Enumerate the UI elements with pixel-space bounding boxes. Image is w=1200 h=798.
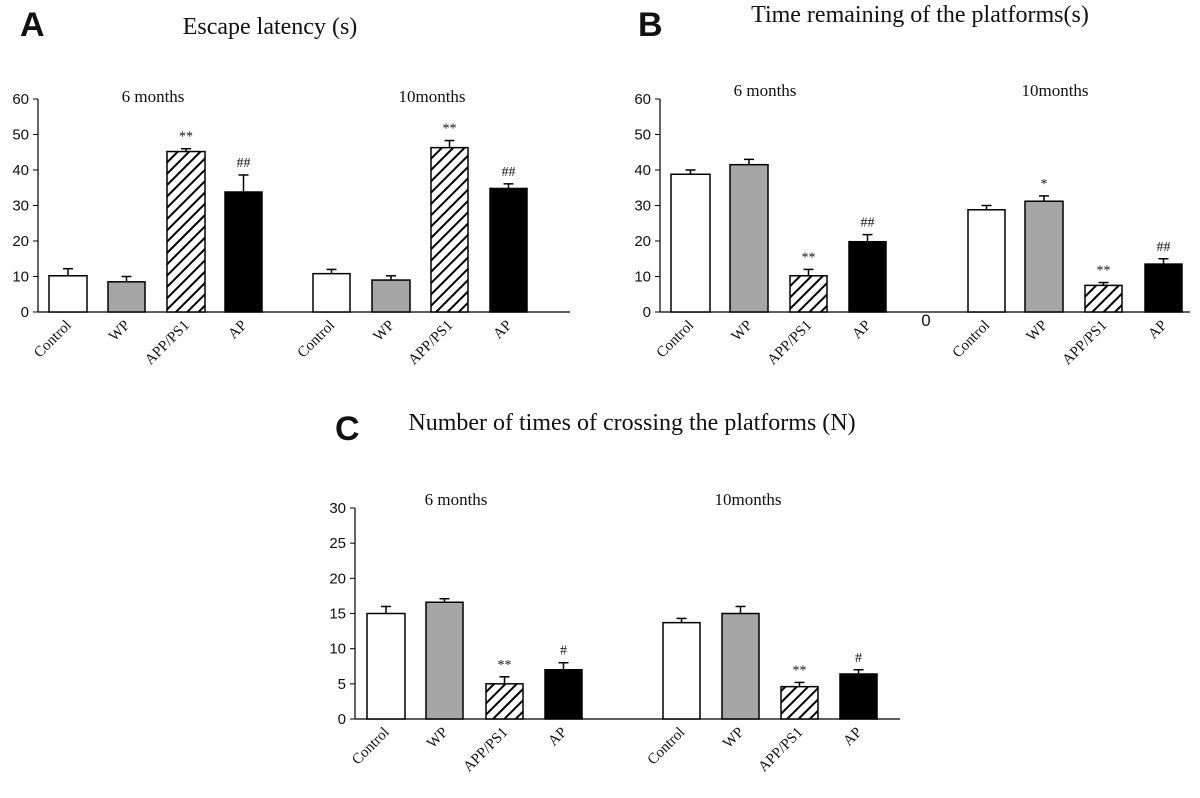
- panel-label: C: [335, 410, 360, 448]
- significance-label: **: [802, 250, 816, 265]
- y-tick-label: 60: [634, 91, 651, 108]
- x-tick-label: WP: [424, 725, 451, 752]
- bar-control: [670, 173, 711, 313]
- significance-label: ##: [861, 216, 875, 231]
- x-tick-label: AP: [849, 318, 874, 343]
- bar-app-ps1: [1084, 284, 1123, 313]
- gap-label: 0: [921, 311, 930, 330]
- bar-control: [967, 209, 1006, 313]
- y-tick-label: 50: [634, 127, 651, 144]
- bar-wp: [425, 601, 464, 720]
- bar-control: [312, 272, 351, 313]
- bar-control: [662, 621, 701, 720]
- significance-label: **: [793, 663, 807, 678]
- y-tick-label: 10: [12, 269, 29, 286]
- y-tick-label: 60: [12, 91, 29, 108]
- bar-app-ps1: [430, 146, 469, 313]
- group-label: 6 months: [122, 87, 185, 106]
- x-tick-label: WP: [1024, 318, 1051, 345]
- significance-label: ##: [1157, 240, 1171, 255]
- group-label: 6 months: [734, 81, 797, 100]
- y-tick-label: 20: [12, 233, 29, 250]
- y-tick-label: 15: [329, 606, 346, 623]
- x-tick-label: AP: [840, 725, 865, 750]
- x-tick-label: AP: [225, 318, 250, 343]
- significance-label: *: [1041, 177, 1048, 192]
- significance-label: ##: [237, 156, 251, 171]
- bar-app-ps1: [789, 275, 828, 313]
- panel-label: B: [638, 6, 663, 44]
- bar-wp: [371, 279, 411, 313]
- y-tick-label: 0: [643, 304, 651, 321]
- significance-label: **: [1097, 264, 1111, 279]
- bar-control: [48, 275, 88, 313]
- bar-app-ps1: [485, 683, 524, 720]
- y-tick-label: 25: [329, 535, 346, 552]
- significance-label: **: [443, 122, 457, 137]
- group-label: 10months: [1021, 81, 1088, 100]
- x-tick-label: AP: [545, 725, 570, 750]
- x-tick-label: Control: [295, 318, 339, 362]
- y-tick-label: 30: [12, 198, 29, 215]
- group-label: 6 months: [425, 490, 488, 509]
- x-tick-label: APP/PS1: [765, 318, 816, 369]
- x-tick-label: Control: [31, 318, 75, 362]
- x-tick-label: APP/PS1: [1060, 318, 1111, 369]
- bar-app-ps1: [780, 685, 819, 720]
- y-tick-label: 0: [338, 711, 346, 728]
- panel-b: B Time remaining of the platforms(s) 0 10 20…: [634, 2, 1190, 368]
- bar-wp: [721, 612, 760, 720]
- y-tick-label: 50: [12, 127, 29, 144]
- significance-label: #: [855, 651, 862, 666]
- bar-control: [366, 612, 406, 720]
- bar-wp: [1024, 200, 1064, 313]
- significance-label: ##: [502, 165, 516, 180]
- bar-ap: [224, 191, 263, 313]
- bar-ap: [544, 669, 583, 720]
- y-tick-label: 20: [634, 233, 651, 250]
- bar-app-ps1: [166, 150, 206, 313]
- y-tick-label: 30: [329, 500, 346, 517]
- y-tick-label: 0: [21, 304, 29, 321]
- panel-c: C Number of times of crossing the platfor…: [329, 410, 900, 775]
- x-tick-label: APP/PS1: [142, 318, 193, 369]
- panel-label: A: [20, 6, 45, 44]
- x-tick-label: Control: [654, 318, 698, 362]
- bar-ap: [1144, 263, 1183, 313]
- y-tick-label: 5: [338, 676, 346, 693]
- chart-title: Escape latency (s): [183, 14, 358, 40]
- x-tick-label: AP: [490, 318, 515, 343]
- chart-title: Time remaining of the platforms(s): [751, 2, 1089, 28]
- y-tick-label: 20: [329, 570, 346, 587]
- significance-label: **: [179, 130, 193, 145]
- panel-a: A Escape latency (s) 0 10 20 30 40 50 60 6 months…: [12, 6, 570, 368]
- x-tick-label: WP: [720, 725, 747, 752]
- x-tick-label: AP: [1145, 318, 1170, 343]
- x-tick-label: Control: [950, 318, 994, 362]
- y-tick-label: 10: [329, 641, 346, 658]
- x-tick-label: APP/PS1: [756, 725, 807, 776]
- x-tick-label: APP/PS1: [406, 318, 457, 369]
- x-tick-label: Control: [645, 725, 689, 769]
- group-label: 10months: [398, 87, 465, 106]
- bar-wp: [729, 163, 769, 313]
- bar-ap: [848, 240, 887, 313]
- group-label: 10months: [714, 490, 781, 509]
- x-tick-label: WP: [371, 318, 398, 345]
- bar-ap: [839, 673, 878, 720]
- significance-label: #: [560, 644, 567, 659]
- y-tick-label: 10: [634, 269, 651, 286]
- bar-ap: [489, 187, 528, 313]
- significance-label: **: [498, 658, 512, 673]
- x-tick-label: Control: [349, 725, 393, 769]
- x-tick-label: APP/PS1: [461, 725, 512, 776]
- bar-wp: [107, 281, 146, 313]
- x-tick-label: WP: [729, 318, 756, 345]
- y-tick-label: 30: [634, 198, 651, 215]
- y-tick-label: 40: [634, 162, 651, 179]
- chart-title: Number of times of crossing the platform…: [408, 410, 855, 436]
- y-tick-label: 40: [12, 162, 29, 179]
- x-tick-label: WP: [106, 318, 133, 345]
